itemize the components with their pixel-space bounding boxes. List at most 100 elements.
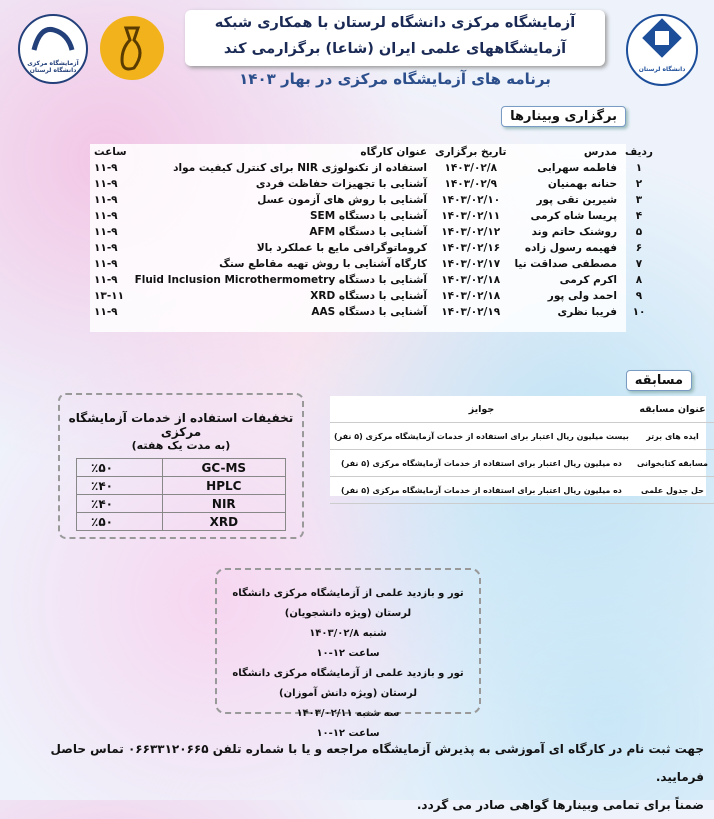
table-cell: بیست میلیون ریال اعتبار برای استفاده از … bbox=[330, 422, 633, 450]
competition-table: ردیفعنوان مسابقهجوایز۱ایده های برتربیست … bbox=[330, 396, 714, 504]
table-cell: ٪۵۰ bbox=[76, 512, 163, 531]
discount-table: GC-MS ٪۵۰ HPLC ٪۴۰ NIR ٪۴۰ XRD ٪۵۰ bbox=[76, 458, 287, 531]
university-logo: دانشگاه لرستان bbox=[626, 14, 698, 86]
table-cell: ۲ bbox=[635, 178, 643, 190]
column-header: عنوان مسابقه bbox=[632, 396, 712, 423]
table-cell: ۱۳-۱۱ bbox=[94, 290, 124, 302]
table-cell: حنانه بهمنیان bbox=[547, 178, 618, 190]
table-cell: ده میلیون ریال اعتبار برای استفاده از خد… bbox=[330, 449, 633, 477]
table-row: ۸ اکرم کرمی ۱۴۰۳/۰۲/۱۸ آشنایی با دستگاه Flu… bbox=[90, 272, 657, 288]
table-cell: ایده های برتر bbox=[632, 422, 712, 450]
table-cell: اکرم کرمی bbox=[559, 274, 618, 286]
table-row: ۳ شیرین تقی پور ۱۴۰۳/۰۲/۱۰ آشنایی با روش ها… bbox=[90, 192, 657, 208]
table-cell: حل جدول علمی bbox=[632, 476, 712, 504]
table-row: NIR ٪۴۰ bbox=[76, 494, 287, 513]
table-cell: مسابقه کتابخوانی bbox=[632, 449, 712, 477]
table-cell: XRD bbox=[161, 512, 287, 531]
table-cell: ۱۱-۹ bbox=[94, 210, 118, 222]
table-cell: شیرین تقی پور bbox=[536, 194, 618, 206]
table-cell: ۶ bbox=[635, 242, 643, 254]
table-cell: آشنایی با دستگاه AAS bbox=[311, 306, 427, 318]
table-cell: ۱۴۰۳/۰۲/۱۷ bbox=[441, 258, 501, 270]
table-cell: ۱۴۰۳/۰۲/۱۸ bbox=[441, 290, 501, 302]
table-cell: آشنایی با دستگاه SEM bbox=[309, 210, 427, 222]
table-cell: ۱۱-۹ bbox=[94, 226, 118, 238]
table-cell: ۹ bbox=[635, 290, 643, 302]
table-cell: ۱۱-۹ bbox=[94, 274, 118, 286]
table-cell: آشنایی با تجهیزات حفاظت فردی bbox=[255, 178, 427, 190]
table-cell: احمد ولی پور bbox=[547, 290, 618, 302]
table-row: ۱۰ فریبا نظری ۱۴۰۳/۰۲/۱۹ آشنایی با دستگاه A… bbox=[90, 304, 657, 320]
table-cell: ۱۴۰۳/۰۲/۱۸ bbox=[441, 274, 501, 286]
university-logo-mark bbox=[642, 18, 682, 58]
table-row: ۹ احمد ولی پور ۱۴۰۳/۰۲/۱۸ آشنایی با دستگاه … bbox=[90, 288, 657, 304]
shaa-logo bbox=[100, 16, 164, 80]
table-cell: ۱۴۰۳/۰۲/۱۶ bbox=[441, 242, 501, 254]
table-row: GC-MS ٪۵۰ bbox=[76, 458, 287, 477]
header-title-line: آزمایشگاههای علمی ایران (شاعا) برگزارمی … bbox=[223, 41, 567, 57]
subtitle: برنامه های آزمایشگاه مرکزی در بهار ۱۴۰۳ bbox=[239, 70, 551, 88]
table-cell: ٪۴۰ bbox=[76, 476, 163, 495]
table-cell: ۱۴۰۳/۰۲/۱۰ bbox=[441, 194, 501, 206]
table-cell: فهیمه رسول زاده bbox=[524, 242, 618, 254]
table-cell: NIR bbox=[161, 494, 287, 513]
table-cell: ۱ bbox=[711, 422, 714, 450]
table-cell: ۸ bbox=[635, 274, 643, 286]
table-cell: ۱۱-۹ bbox=[94, 258, 118, 270]
tour-line: تور و بازدید علمی از آزمایشگاه مرکزی دان… bbox=[232, 668, 464, 699]
table-cell: ۱۱-۹ bbox=[94, 242, 118, 254]
competition-panel: ردیفعنوان مسابقهجوایز۱ایده های برتربیست … bbox=[330, 396, 714, 504]
column-header: تاریخ برگزاری bbox=[435, 146, 507, 158]
table-cell: ۱ bbox=[635, 162, 643, 174]
table-row: ۴ پریسا شاه کرمی ۱۴۰۳/۰۲/۱۱ آشنایی با دستگا… bbox=[90, 208, 657, 224]
table-cell: ۲ bbox=[711, 449, 714, 477]
tour-line: سه شنبه ۱۴۰۳/۰۲/۱۱ bbox=[296, 708, 400, 719]
table-cell: ۷ bbox=[635, 258, 643, 270]
table-row: ۶ فهیمه رسول زاده ۱۴۰۳/۰۲/۱۶ کروماتوگرافی م… bbox=[90, 240, 657, 256]
table-cell: استفاده از تکنولوژی NIR برای کنترل کیفیت… bbox=[173, 162, 427, 174]
left-logo: آزمایشگاه مرکزی دانشگاه لرستان bbox=[18, 14, 88, 84]
tour-box: تور و بازدید علمی از آزمایشگاه مرکزی دان… bbox=[215, 568, 481, 739]
left-logo-mark bbox=[31, 26, 75, 51]
table-row: HPLC ٪۴۰ bbox=[76, 476, 287, 495]
discount-subtitle: (به مدت یک هفته) bbox=[131, 439, 231, 452]
table-cell: مصطفی صداقت نیا bbox=[514, 258, 618, 270]
table-cell: آشنایی با دستگاه XRD bbox=[310, 290, 427, 302]
column-header: عنوان کارگاه bbox=[360, 146, 427, 158]
table-cell: روشنک حاتم وند bbox=[531, 226, 618, 238]
column-header: ساعت bbox=[94, 146, 127, 158]
header-row: ردیف مدرس تاریخ برگزاری عنوان کارگاه ساعت bbox=[90, 144, 657, 160]
table-row: XRD ٪۵۰ bbox=[76, 512, 287, 531]
table-cell: آشنایی با دستگاه Fluid Inclusion Microth… bbox=[134, 274, 427, 286]
header-box: آزمایشگاه مرکزی دانشگاه لرستان با همکاری… bbox=[185, 10, 605, 66]
table-cell: ۱۱-۹ bbox=[94, 194, 118, 206]
table-cell: GC-MS bbox=[161, 458, 287, 477]
column-header: مدرس bbox=[583, 146, 618, 158]
table-cell: فریبا نظری bbox=[557, 306, 618, 318]
header-title-line: آزمایشگاه مرکزی دانشگاه لرستان با همکاری… bbox=[214, 15, 576, 31]
shaa-logo-mark bbox=[120, 26, 142, 71]
footer: جهت ثبت نام در کارگاه ای آموزشی به پذیرش… bbox=[10, 735, 704, 819]
table-cell: ۱۴۰۳/۰۲/۱۹ bbox=[441, 306, 501, 318]
table-row: ۱ فاطمه سهرابی ۱۴۰۳/۰۲/۸ استفاده از تکنولوژ… bbox=[90, 160, 657, 176]
competition-label: مسابقه bbox=[625, 370, 692, 391]
left-logo-text: آزمایشگاه مرکزی دانشگاه لرستان bbox=[27, 60, 79, 74]
table-cell: ۱۱-۹ bbox=[94, 178, 118, 190]
table-cell: ۱۴۰۳/۰۲/۸ bbox=[444, 162, 497, 174]
table-cell: کارگاه آشنایی با روش تهیه مقاطع سنگ bbox=[219, 258, 427, 270]
footer-line: جهت ثبت نام در کارگاه ای آموزشی به پذیرش… bbox=[50, 742, 704, 784]
tour-line: شنبه ۱۴۰۳/۰۲/۸ bbox=[309, 628, 387, 639]
column-header: جوایز bbox=[330, 396, 633, 423]
table-row: ۵ روشنک حاتم وند ۱۴۰۳/۰۲/۱۲ آشنایی با دستگا… bbox=[90, 224, 657, 240]
webinar-label: برگزاری وبینارها bbox=[501, 106, 626, 127]
table-cell: ۱۴۰۳/۰۲/۹ bbox=[444, 178, 497, 190]
table-row: ۲ حنانه بهمنیان ۱۴۰۳/۰۲/۹ آشنایی با تجهیزات… bbox=[90, 176, 657, 192]
tour-line: تور و بازدید علمی از آزمایشگاه مرکزی دان… bbox=[232, 588, 464, 619]
table-cell: فاطمه سهرابی bbox=[537, 162, 618, 174]
table-cell: آشنایی با دستگاه AFM bbox=[309, 226, 427, 238]
